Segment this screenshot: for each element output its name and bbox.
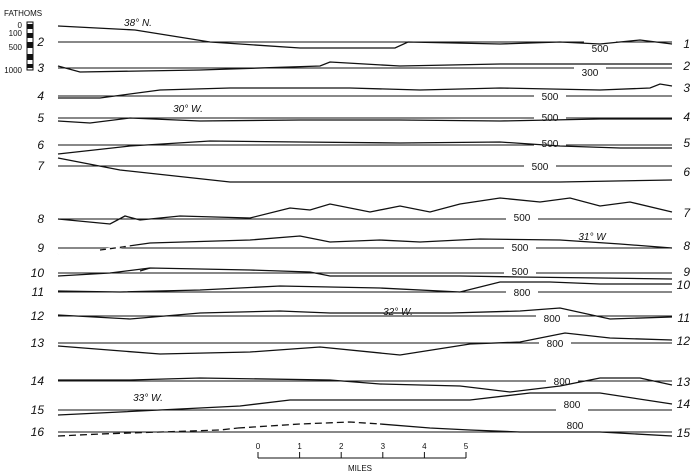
depth-label: 800 (554, 377, 571, 388)
depth-label: 500 (532, 162, 549, 173)
fathoms-bar-segment (27, 42, 33, 48)
bottom-profile (57, 117, 672, 124)
profile-right-number: 8 (683, 239, 690, 253)
profile-right-number: 3 (683, 81, 690, 95)
profile-left-number: 14 (31, 374, 45, 388)
profile-left-number: 6 (37, 138, 44, 152)
profile-left-number: 2 (36, 35, 44, 49)
profile-left-number: 13 (31, 336, 45, 350)
depth-label: 500 (542, 92, 559, 103)
bottom-profile (57, 281, 672, 293)
fathoms-tick: 1000 (4, 66, 22, 75)
profile-right-number: 2 (682, 59, 690, 73)
profile-right-number: 5 (683, 136, 690, 150)
coordinate-label: 38° N. (124, 18, 152, 29)
scale-tick-label: 5 (464, 442, 469, 451)
profile-left-number: 15 (31, 403, 45, 417)
miles-label: MILES (348, 464, 372, 473)
fathoms-tick: 500 (9, 43, 23, 52)
bottom-profile (57, 157, 673, 183)
bottom-profile (57, 25, 673, 49)
profile-left-number: 8 (37, 212, 44, 226)
fathoms-tick: 0 (18, 21, 23, 30)
bottom-profile (57, 197, 673, 225)
scale-tick-label: 4 (422, 442, 427, 451)
profile-right-number: 1 (683, 37, 690, 51)
bottom-profile (57, 332, 673, 356)
profile-left-number: 4 (37, 89, 44, 103)
coordinate-label: 31° W (578, 232, 607, 243)
fathoms-bar-segment (27, 54, 33, 60)
profile-right-number: 12 (677, 334, 691, 348)
profile-left-number: 3 (37, 61, 44, 75)
profile-left-number: 12 (31, 309, 45, 323)
depth-label: 500 (512, 267, 529, 278)
bottom-profile (57, 235, 673, 255)
bottom-profile (237, 421, 381, 429)
coordinate-label: 30° W. (173, 104, 203, 115)
profile-left-number: 9 (37, 241, 44, 255)
profile-right-number: 13 (677, 375, 691, 389)
profile-right-number: 15 (677, 426, 691, 440)
depth-label: 500 (542, 113, 559, 124)
depth-label: 500 (514, 213, 531, 224)
fathoms-bar-segment (27, 33, 33, 38)
depth-label: 800 (567, 421, 584, 432)
depth-label: 500 (542, 139, 559, 150)
scale-tick-label: 3 (381, 442, 386, 451)
profile-gap (57, 245, 131, 255)
dashed-profile (99, 245, 131, 251)
profile-right-number: 9 (683, 265, 690, 279)
fathoms-legend: FATHOMS 0 100 500 1000 (4, 9, 42, 75)
dashed-profile (139, 267, 151, 272)
profile-right-number: 7 (683, 206, 691, 220)
profile-left-number: 11 (32, 285, 44, 299)
scale-tick-label: 1 (297, 442, 302, 451)
bottom-profile (57, 140, 672, 155)
profile-left-number: 7 (37, 159, 45, 173)
coordinate-label: 33° W. (133, 393, 163, 404)
scale-tick-label: 0 (256, 442, 261, 451)
bottom-profile (379, 423, 673, 437)
profile-right-number: 4 (683, 110, 690, 124)
depth-label: 500 (512, 243, 529, 254)
depth-label: 300 (582, 68, 599, 79)
profile-right-number: 10 (677, 278, 691, 292)
miles-scale-bar: MILES 0 1 2 3 4 5 (256, 442, 469, 473)
bottom-profile (57, 392, 673, 416)
profile-right-number: 6 (683, 165, 690, 179)
bottom-profile (57, 427, 239, 437)
fathoms-title: FATHOMS (4, 9, 42, 18)
profile-right-number: 14 (677, 397, 691, 411)
depth-label: 800 (544, 314, 561, 325)
profile-left-number: 16 (31, 425, 45, 439)
bottom-profile (57, 61, 672, 73)
scale-tick-label: 2 (339, 442, 344, 451)
fathoms-bar-segment (27, 64, 33, 68)
depth-label: 800 (547, 339, 564, 350)
fathoms-tick: 100 (9, 29, 23, 38)
profile-left-number: 10 (31, 266, 45, 280)
profile-left-number: 5 (37, 111, 44, 125)
depth-label: 500 (592, 44, 609, 55)
bottom-profile (58, 377, 673, 393)
depth-label: 800 (514, 288, 531, 299)
fathoms-bar-segment (27, 24, 33, 29)
bottom-profile (57, 267, 673, 280)
bottom-profile (58, 83, 673, 99)
profile-right-number: 11 (678, 311, 690, 325)
depth-label: 800 (564, 400, 581, 411)
bottom-profile (57, 307, 673, 320)
